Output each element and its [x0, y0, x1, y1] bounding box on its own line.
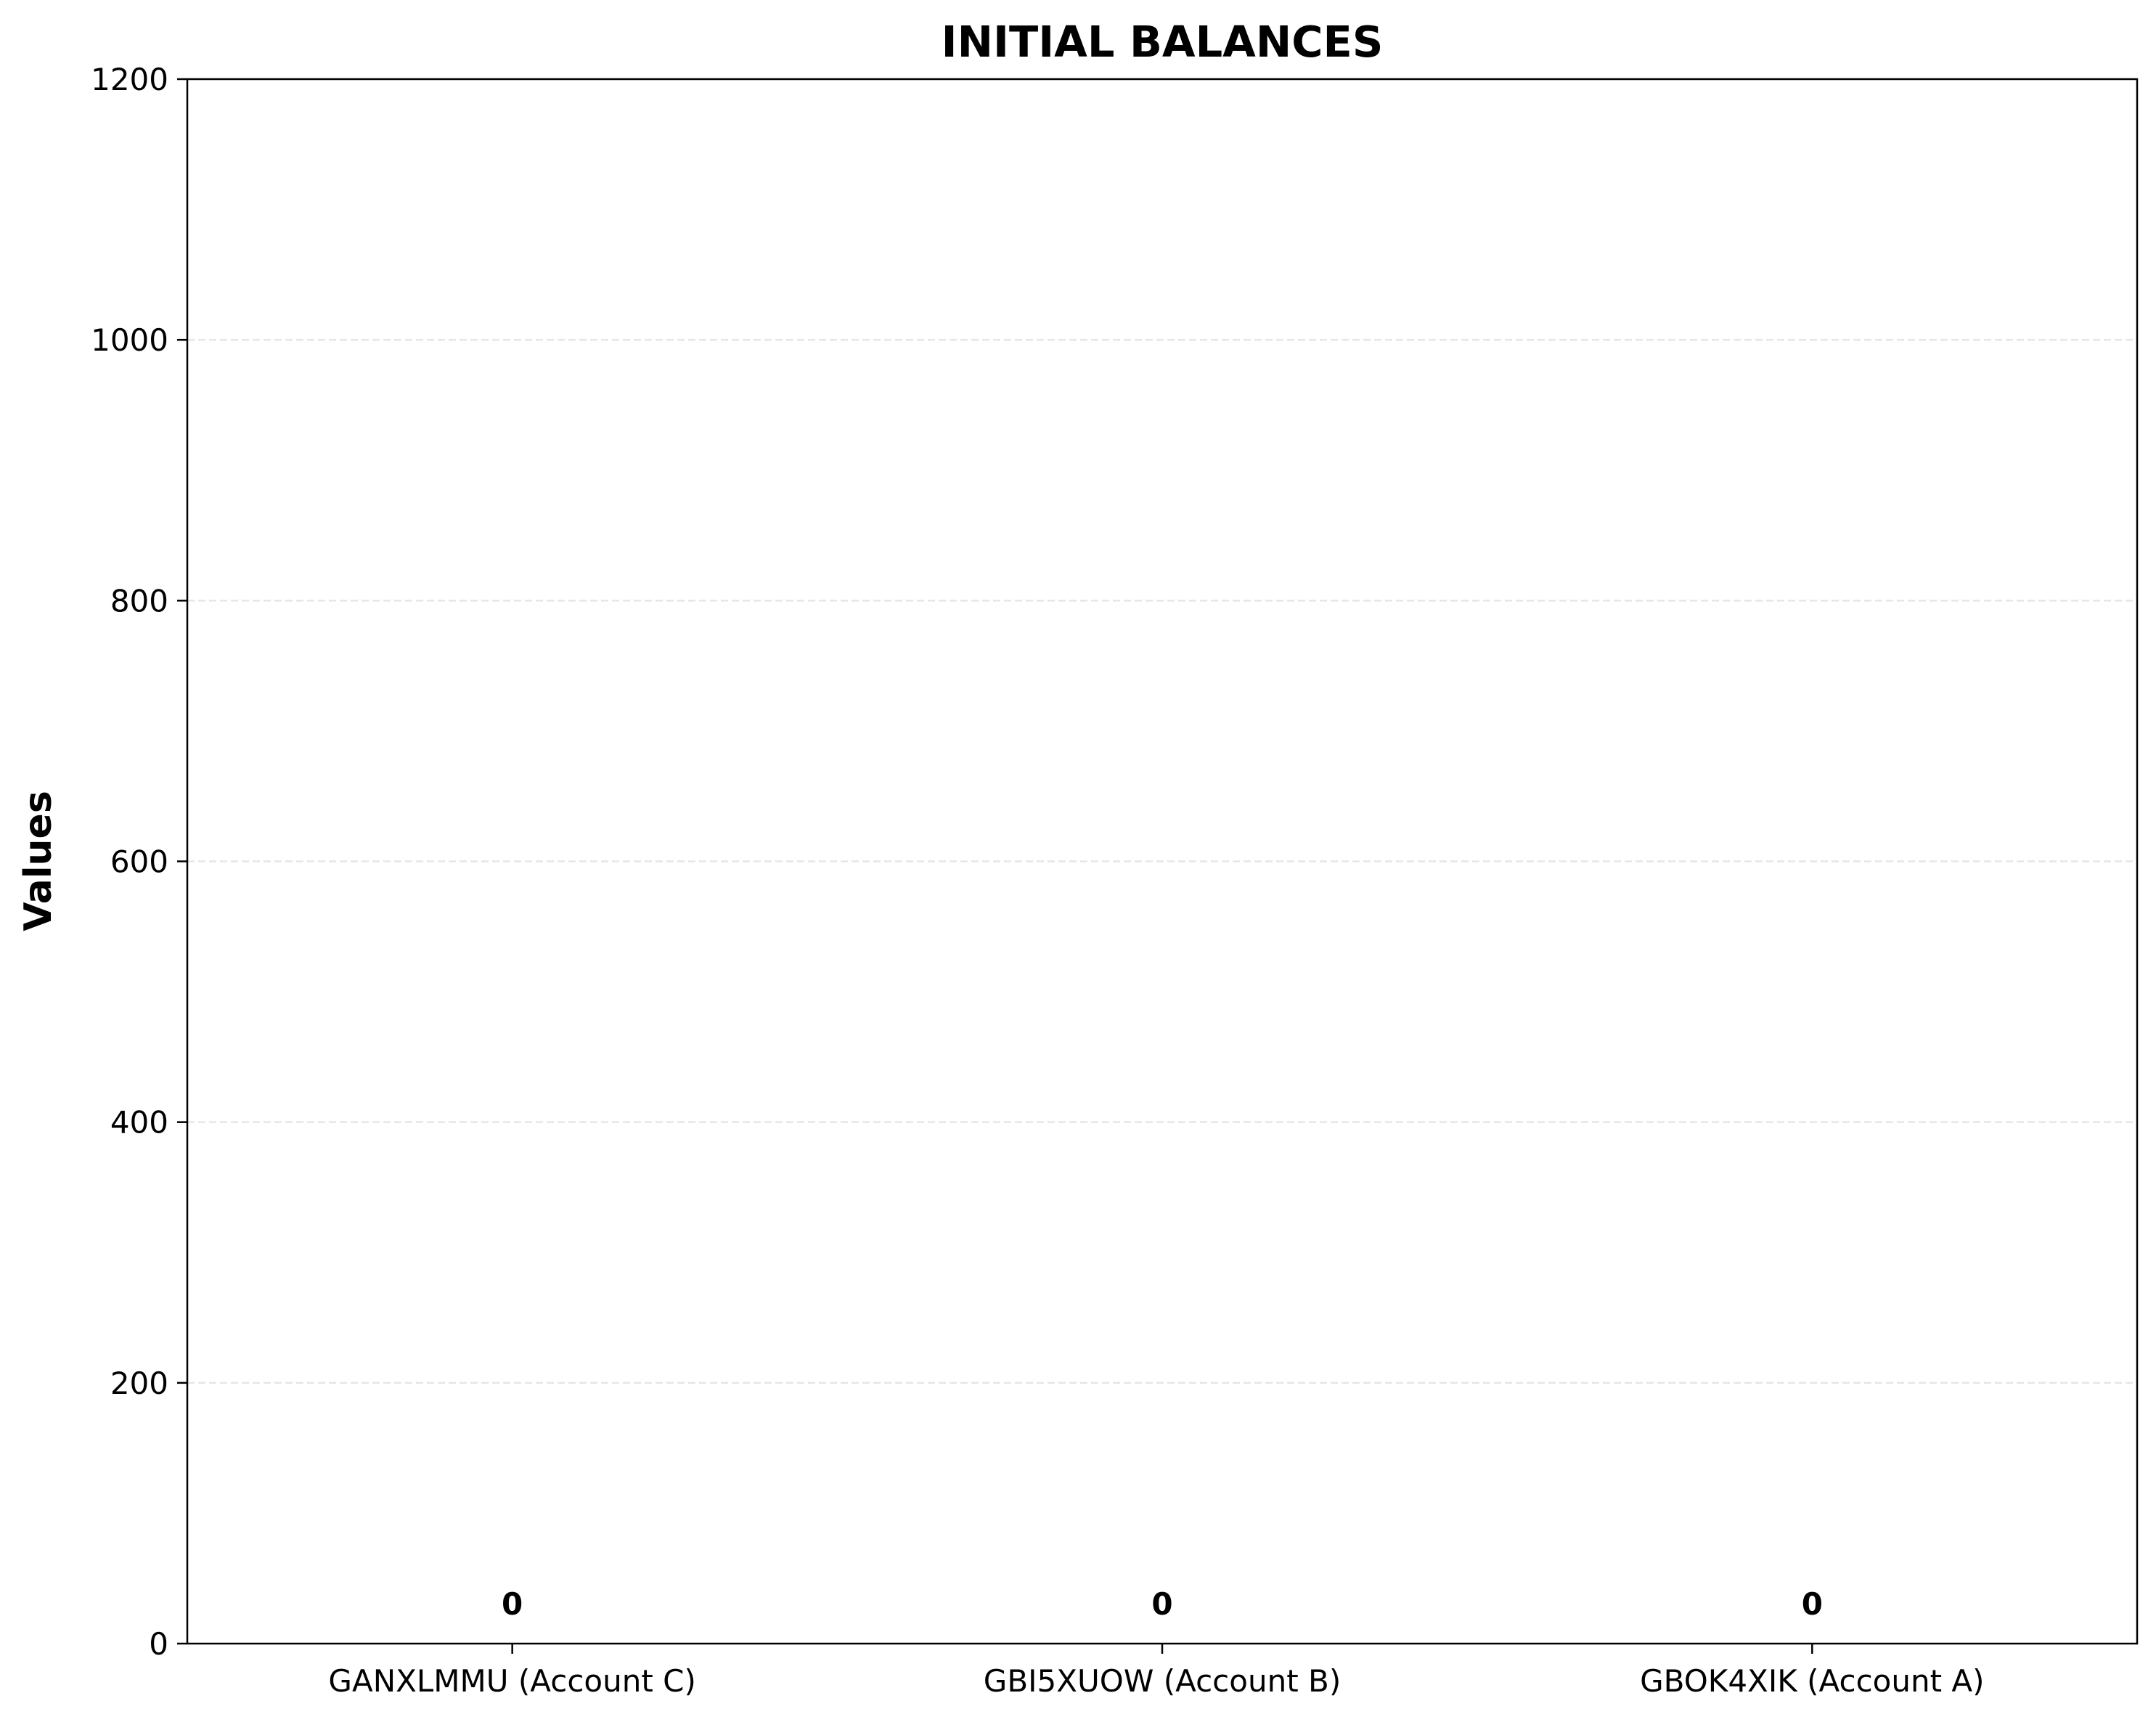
- y-axis-label: Values: [17, 791, 60, 931]
- y-tick-label: 0: [149, 1626, 168, 1662]
- bar-value-label: 0: [1802, 1586, 1823, 1622]
- bar-value-label: 0: [1151, 1586, 1172, 1622]
- y-tick-label: 600: [110, 844, 168, 880]
- x-tick-label: GBI5XUOW (Account B): [984, 1663, 1341, 1699]
- y-tick-label: 200: [110, 1366, 168, 1401]
- bar-label-layer: 0 0 0: [502, 1586, 1823, 1622]
- bar-value-label: 0: [502, 1586, 523, 1622]
- x-tick-label: GANXLMMU (Account C): [328, 1663, 695, 1699]
- y-tick-label: 1200: [91, 62, 168, 97]
- y-tick-label: 800: [110, 583, 168, 619]
- y-tick-label: 400: [110, 1105, 168, 1140]
- tick-layer: 0 200 400 600 800 1000 1200 GANXLMMU (Account C…: [91, 62, 1984, 1699]
- grid-layer: [187, 338, 2137, 1384]
- x-tick-label: GBOK4XIK (Account A): [1640, 1663, 1984, 1699]
- y-tick-label: 1000: [91, 322, 168, 358]
- chart-title: INITIAL BALANCES: [942, 17, 1384, 67]
